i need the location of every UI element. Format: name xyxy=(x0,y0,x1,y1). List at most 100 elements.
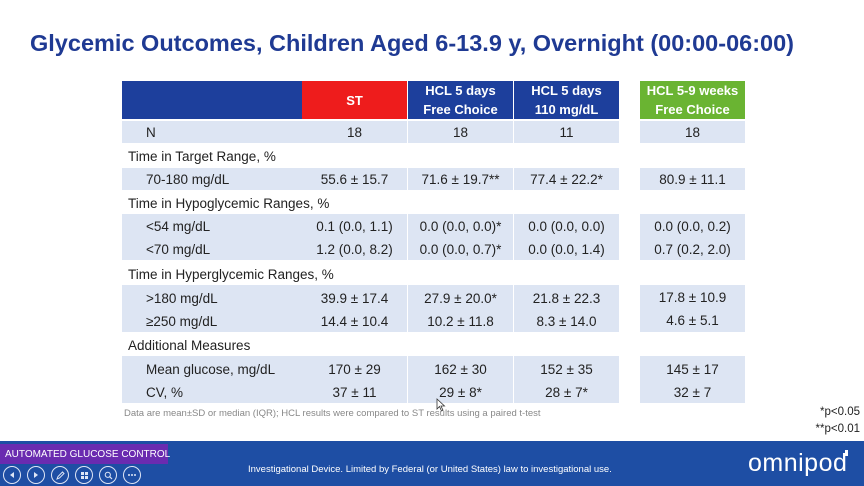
row-n-c2: 18 xyxy=(408,121,513,143)
header-hcl5-110-line2: 110 mg/dL xyxy=(534,102,599,117)
row-gt180-c3-text: 21.8 ± 22.3 xyxy=(532,290,601,306)
zoom-icon[interactable] xyxy=(99,466,117,484)
row-n-c3-text: 11 xyxy=(559,124,574,140)
row-lt70-label-text: <70 mg/dL xyxy=(146,241,211,257)
row-tir-c4-text: 80.9 ± 11.1 xyxy=(659,171,726,187)
row-tir-c2-text: 71.6 ± 19.7** xyxy=(421,171,500,187)
block-hypo-c3 xyxy=(514,214,619,260)
row-ge250-label-text: ≥250 mg/dL xyxy=(146,313,218,329)
heading-hyper-text: Time in Hyperglycemic Ranges, % xyxy=(128,266,334,282)
block-add-c2 xyxy=(408,356,513,403)
row-n-c4: 18 xyxy=(640,121,745,143)
logo-tick xyxy=(845,450,848,456)
heading-additional-text: Additional Measures xyxy=(128,337,251,353)
row-lt54-c4: 0.0 (0.0, 0.2) xyxy=(640,215,745,237)
row-mean-st-text: 170 ± 29 xyxy=(328,361,381,377)
more-icon[interactable] xyxy=(123,466,141,484)
row-ge250-c3-text: 8.3 ± 14.0 xyxy=(536,313,597,329)
row-lt54-c3-text: 0.0 (0.0, 0.0) xyxy=(528,218,605,234)
row-lt70-st: 1.2 (0.0, 8.2) xyxy=(302,238,407,260)
prev-icon[interactable] xyxy=(3,466,21,484)
block-hypo-c4 xyxy=(640,214,745,260)
row-lt70-st-text: 1.2 (0.0, 8.2) xyxy=(316,241,393,257)
row-mean-c3-text: 152 ± 35 xyxy=(540,361,593,377)
row-ge250-c3: 8.3 ± 14.0 xyxy=(514,310,619,332)
block-hyper-c4 xyxy=(640,285,745,332)
block-add-c3 xyxy=(514,356,619,403)
row-gt180-c3: 21.8 ± 22.3 xyxy=(514,287,619,309)
row-lt70-c2: 0.0 (0.0, 0.7)* xyxy=(408,238,513,260)
block-hyper-c3 xyxy=(514,285,619,332)
row-lt70-label: <70 mg/dL xyxy=(122,238,302,260)
row-ge250-c2: 10.2 ± 11.8 xyxy=(408,310,513,332)
row-cv-c4: 32 ± 7 xyxy=(640,381,745,403)
section-badge: AUTOMATED GLUCOSE CONTROL xyxy=(0,444,170,464)
row-n-c2-text: 18 xyxy=(452,124,469,140)
block-hypo-label xyxy=(122,214,302,260)
row-cv-st: 37 ± 11 xyxy=(302,381,407,403)
row-gt180-st-text: 39.9 ± 17.4 xyxy=(320,290,389,306)
row-mean-c3: 152 ± 35 xyxy=(514,358,619,380)
header-st: ST xyxy=(302,81,407,119)
header-hcl59-free: HCL 5-9 weeks Free Choice xyxy=(640,81,745,119)
row-gt180-c2: 27.9 ± 20.0* xyxy=(408,287,513,309)
heading-hypo-text: Time in Hypoglycemic Ranges, % xyxy=(128,195,330,211)
row-lt54-c4-text: 0.0 (0.0, 0.2) xyxy=(654,218,731,234)
slides-icon[interactable] xyxy=(75,466,93,484)
slide-title: Glycemic Outcomes, Children Aged 6-13.9 … xyxy=(30,30,795,56)
row-lt54-c3: 0.0 (0.0, 0.0) xyxy=(514,215,619,237)
pen-icon[interactable] xyxy=(51,466,69,484)
row-mean-c2: 162 ± 30 xyxy=(408,358,513,380)
p01-note: **p<0.01 xyxy=(815,423,860,435)
heading-additional: Additional Measures xyxy=(122,334,422,356)
row-mean-c2-text: 162 ± 30 xyxy=(434,361,487,377)
row-gt180-c4-text: 17.8 ± 10.9 xyxy=(658,289,727,305)
omnipod-logo: omnipod xyxy=(748,449,848,477)
row-cv-st-text: 37 ± 11 xyxy=(332,384,377,400)
row-n-label: N xyxy=(122,121,302,143)
heading-tir-text: Time in Target Range, % xyxy=(128,148,276,164)
block-hyper-label xyxy=(122,285,302,332)
next-icon[interactable] xyxy=(27,466,45,484)
row-mean-st: 170 ± 29 xyxy=(302,358,407,380)
header-hcl5-110-line1: HCL 5 days xyxy=(531,83,602,98)
row-lt54-label-text: <54 mg/dL xyxy=(146,218,211,234)
row-ge250-c4: 4.6 ± 5.1 xyxy=(640,309,745,331)
row-n-st-text: 18 xyxy=(346,124,363,140)
row-n-c3: 11 xyxy=(514,121,619,143)
row-lt54-label: <54 mg/dL xyxy=(122,215,302,237)
block-add-c4 xyxy=(640,356,745,403)
row-tir-c3: 77.4 ± 22.2* xyxy=(514,168,619,190)
block-hyper-c2 xyxy=(408,285,513,332)
heading-tir: Time in Target Range, % xyxy=(122,145,422,167)
block-hypo-st xyxy=(302,214,407,260)
footnote: Data are mean±SD or median (IQR); HCL re… xyxy=(124,408,541,419)
row-ge250-st-text: 14.4 ± 10.4 xyxy=(320,313,389,329)
player-controls xyxy=(0,466,141,484)
row-cv-label-text: CV, % xyxy=(146,384,184,400)
disclaimer: Investigational Device. Limited by Feder… xyxy=(248,464,612,475)
p05-note: *p<0.05 xyxy=(820,406,860,418)
heading-hyper: Time in Hyperglycemic Ranges, % xyxy=(122,263,422,285)
row-n-c4-text: 18 xyxy=(684,124,701,140)
row-cv-c3: 28 ± 7* xyxy=(514,381,619,403)
block-hypo-c2 xyxy=(408,214,513,260)
header-st-label: ST xyxy=(346,92,363,108)
row-n-label-text: N xyxy=(146,124,156,140)
row-lt54-st-text: 0.1 (0.0, 1.1) xyxy=(316,218,393,234)
row-cv-c2-text: 29 ± 8* xyxy=(439,384,482,400)
row-mean-c4-text: 145 ± 17 xyxy=(666,361,719,377)
row-tir-c2: 71.6 ± 19.7** xyxy=(408,168,513,190)
row-lt70-c3-text: 0.0 (0.0, 1.4) xyxy=(528,241,605,257)
header-hcl5-free-line2: Free Choice xyxy=(423,102,498,117)
block-hyper-st xyxy=(302,285,407,332)
row-gt180-st: 39.9 ± 17.4 xyxy=(302,287,407,309)
row-gt180-label: >180 mg/dL xyxy=(122,287,302,309)
row-tir-c4: 80.9 ± 11.1 xyxy=(640,168,745,190)
row-gt180-c4: 17.8 ± 10.9 xyxy=(640,286,745,308)
row-mean-label: Mean glucose, mg/dL xyxy=(122,358,302,380)
row-cv-c3-text: 28 ± 7* xyxy=(545,384,588,400)
row-cv-c2: 29 ± 8* xyxy=(408,381,513,403)
row-ge250-label: ≥250 mg/dL xyxy=(122,310,302,332)
row-mean-c4: 145 ± 17 xyxy=(640,358,745,380)
